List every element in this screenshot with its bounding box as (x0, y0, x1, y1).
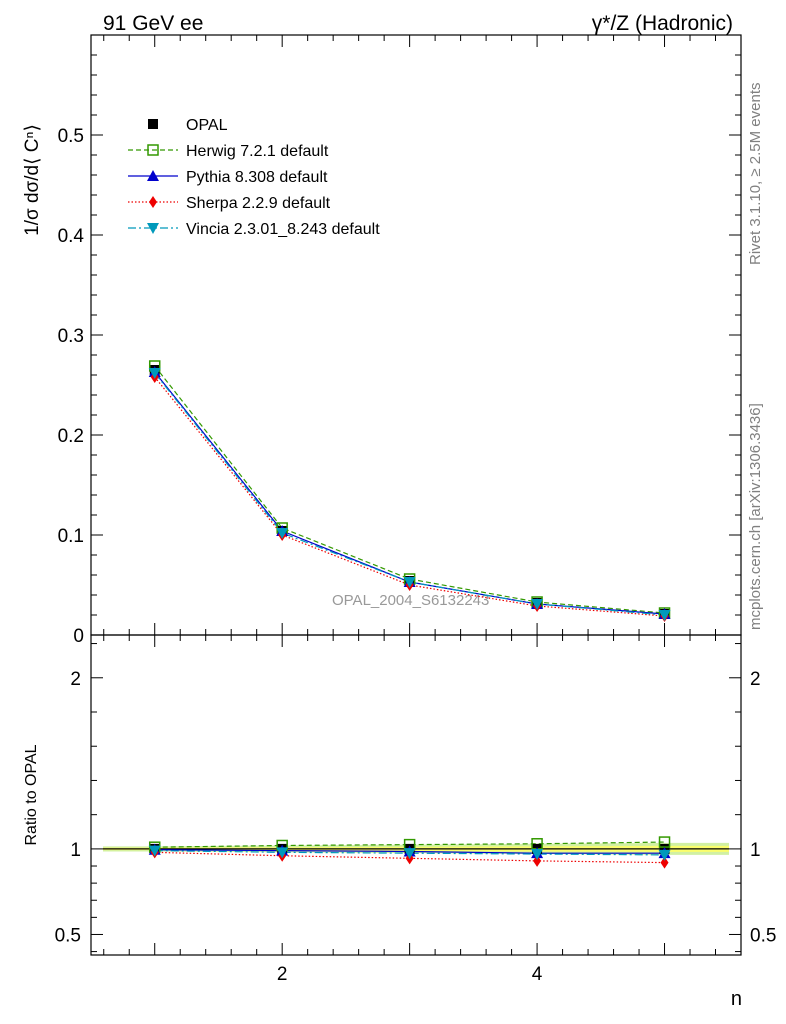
ratio-point-sherpa (660, 856, 669, 869)
legend-label-vincia: Vincia 2.3.01_8.243 default (186, 221, 380, 238)
legend: OPAL Herwig 7.2.1 default Pythia 8.308 d… (128, 117, 380, 238)
legend-marker-pythia (147, 170, 159, 181)
ratio-y-tick-label-right: 0.5 (750, 925, 776, 946)
x-tick-label: 4 (532, 964, 543, 985)
main-point-vincia (531, 599, 544, 610)
legend-marker-herwig (147, 144, 159, 156)
main-point-vincia (148, 368, 161, 379)
ratio-series-line-herwig (154, 841, 665, 848)
legend-item-vincia: Vincia 2.3.01_8.243 default (128, 221, 380, 238)
ratio-point-vincia (403, 848, 416, 860)
main-y-tick-label: 0.1 (58, 526, 84, 547)
x-axis-label: n (731, 988, 742, 1010)
x-tick-label: 2 (277, 964, 288, 985)
legend-item-pythia: Pythia 8.308 default (128, 169, 328, 186)
mcplots-label: mcplots.cern.ch [arXiv:1306.3436] (747, 403, 764, 630)
legend-marker-opal (148, 119, 158, 129)
legend-label-opal: OPAL (186, 117, 228, 134)
legend-item-sherpa: Sherpa 2.2.9 default (128, 195, 331, 212)
main-y-tick-label: 0.2 (58, 426, 84, 447)
ratio-y-tick-label-right: 2 (750, 669, 761, 690)
main-y-tick-label: 0.3 (58, 326, 84, 347)
main-point-vincia (403, 577, 416, 588)
ratio-point-vincia (276, 847, 289, 859)
header-right-label: γ*/Z (Hadronic) (592, 12, 733, 35)
plot-area: 0 0.1 0.2 0.3 0.4 0.5 0.5 0.5 1 1 2 2 2 4 (55, 34, 776, 985)
main-y-tick-label: 0.5 (58, 126, 84, 147)
main-y-tick-label: 0.4 (58, 226, 85, 247)
ratio-point-vincia (658, 849, 671, 861)
ratio-point-herwig (658, 836, 671, 848)
legend-label-herwig: Herwig 7.2.1 default (186, 143, 329, 160)
ratio-point-vincia (531, 849, 544, 861)
rivet-version-label: Rivet 3.1.10, ≥ 2.5M events (747, 83, 764, 266)
main-y-tick-label: 0 (73, 626, 84, 647)
legend-item-opal: OPAL (148, 117, 228, 134)
ratio-point-vincia (148, 845, 161, 857)
legend-label-sherpa: Sherpa 2.2.9 default (186, 195, 331, 212)
ratio-y-tick-label-right: 1 (750, 840, 761, 861)
legend-label-pythia: Pythia 8.308 default (186, 169, 328, 186)
ratio-series-line-vincia (154, 850, 665, 856)
ratio-ylabel: Ratio to OPAL (23, 744, 40, 845)
main-ylabel: 1/σ dσ/d⟨ Cⁿ⟩ (22, 124, 43, 236)
legend-marker-vincia (147, 223, 159, 234)
main-series-line-herwig (154, 365, 665, 614)
legend-marker-sherpa (149, 196, 157, 208)
ratio-series-line-sherpa (154, 851, 665, 864)
legend-item-herwig: Herwig 7.2.1 default (128, 143, 329, 160)
ratio-y-tick-label: 1 (70, 840, 81, 861)
ratio-y-tick-label: 0.5 (55, 925, 81, 946)
analysis-reference-label: OPAL_2004_S6132243 (332, 592, 489, 609)
ratio-y-tick-label: 2 (70, 669, 81, 690)
main-point-vincia (658, 610, 671, 621)
main-point-vincia (276, 528, 289, 539)
ratio-point-sherpa (533, 854, 542, 867)
ratio-panel-frame (90, 634, 742, 956)
header-left-label: 91 GeV ee (103, 12, 203, 35)
